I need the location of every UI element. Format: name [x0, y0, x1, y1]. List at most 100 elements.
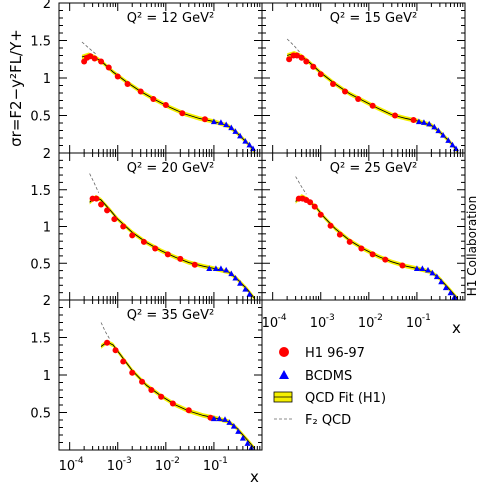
h1-point: [355, 96, 362, 102]
x-tick-label: 10 -3: [310, 313, 335, 331]
panel-q2-2: Q² = 15 GeV²: [261, 2, 466, 154]
bcdms-point: [440, 132, 447, 138]
h1-point: [293, 52, 300, 59]
x-tick-base: 10: [358, 316, 375, 331]
qcd-fit-line: [89, 196, 255, 299]
x-tick-exponent: -1: [219, 456, 228, 466]
y-tick-label: 2: [43, 147, 51, 162]
h1-point: [179, 110, 186, 117]
bcdms-point: [221, 416, 228, 422]
h1-point: [307, 199, 314, 206]
y-tick-label: 1.5: [30, 184, 51, 199]
x-tick-label: 10 -4: [262, 313, 287, 331]
h1-point: [158, 393, 165, 400]
x-axis-label-right: x: [452, 319, 461, 337]
h1-point: [185, 407, 192, 414]
bcdms-point: [242, 138, 249, 144]
panel-q2-3: Q² = 20 GeV² 0.5 1 1.5 2: [30, 147, 263, 301]
h1-point: [129, 232, 136, 239]
y-tick-label: 0.5: [30, 110, 51, 125]
f2-qcd-line: [295, 176, 307, 195]
y-tick-label: 2: [43, 294, 51, 309]
x-tick-base: 10: [406, 316, 423, 331]
panel-title: Q² = 12 GeV²: [127, 11, 214, 26]
legend-bcdms-label: BCDMS: [305, 369, 352, 384]
h1-point: [169, 400, 176, 407]
h1-point: [336, 231, 343, 238]
h1-point: [286, 56, 293, 63]
bcdms-point: [429, 269, 436, 276]
h1-point: [139, 378, 146, 385]
f2-qcd-line: [81, 41, 97, 55]
f2-qcd-line: [100, 322, 111, 340]
h1-point: [317, 211, 324, 218]
h1-point: [137, 88, 144, 95]
x-tick-exponent: -2: [171, 456, 180, 466]
bcdms-point: [217, 119, 224, 125]
bcdms-point: [413, 265, 420, 271]
x-tick-base: 10: [310, 316, 327, 331]
h1-point: [120, 223, 127, 230]
h1-point: [399, 262, 406, 269]
bcdms-point: [210, 415, 217, 422]
panel-title: Q² = 35 GeV²: [127, 308, 214, 323]
x-tick-exponent: -3: [123, 456, 132, 466]
h1-point: [129, 369, 136, 376]
f2-qcd-line: [89, 173, 99, 193]
plot-area: [89, 173, 255, 300]
h1-point: [152, 245, 159, 252]
qcd-fit-line: [295, 195, 458, 299]
bcdms-point: [232, 274, 239, 281]
bcdms-point: [433, 273, 440, 280]
bcdms-point: [449, 141, 456, 148]
bcdms-point: [228, 270, 235, 277]
h1-point: [342, 88, 349, 95]
bcdms-point: [426, 120, 433, 127]
h1-point: [310, 63, 317, 70]
h1-point: [311, 203, 318, 210]
legend: H1 96-97 BCDMS QCD Fit (H1) F₂ QCD: [273, 346, 386, 428]
h1-point: [177, 255, 184, 262]
h1-point: [369, 251, 376, 258]
x-tick-base: 10: [262, 316, 279, 331]
bcdms-point: [431, 123, 438, 130]
bcdms-point: [420, 119, 427, 125]
bcdms-point: [230, 423, 237, 429]
panel-q2-4: Q² = 25 GeV²: [261, 152, 466, 301]
h1-point: [150, 96, 157, 102]
bcdms-point: [244, 440, 251, 446]
qcd-fit-band: [101, 339, 255, 450]
h1-point: [114, 73, 121, 80]
y-axis-label: σr=F2−y²FL/Y+: [7, 29, 25, 147]
bcdms-point: [232, 128, 239, 134]
h1-point: [358, 245, 365, 252]
bcdms-point: [242, 285, 249, 292]
y-tick-label: 1: [43, 221, 51, 236]
bcdms-point: [212, 265, 219, 271]
h1-point: [98, 58, 105, 65]
bcdms-point: [246, 291, 253, 297]
bcdms-point: [223, 121, 230, 128]
x-tick-label: 10 -1: [203, 456, 228, 474]
bcdms-point: [419, 265, 426, 271]
y-tick-label: 0.5: [30, 407, 51, 422]
panel-q2-1: Q² = 12 GeV² 0.5 1 1.5 2: [30, 0, 263, 154]
h1-point: [164, 251, 171, 258]
x-tick-base: 10: [59, 459, 76, 474]
h1-point: [120, 358, 127, 365]
plot-area: [100, 322, 255, 450]
h1-point: [410, 117, 417, 123]
legend-fit-label: QCD Fit (H1): [305, 391, 386, 406]
x-tick-label: 10 -1: [406, 313, 431, 331]
bcdms-point: [226, 419, 233, 425]
panel-q2-5: Q² = 35 GeV² 0.5 1 1.5 2: [30, 294, 263, 451]
h1-point: [201, 116, 208, 123]
h1-point: [391, 112, 398, 119]
h1-point: [93, 195, 100, 202]
y-tick-label: 0.5: [30, 257, 51, 272]
x-tick-exponent: -3: [326, 313, 335, 323]
h1-point: [330, 81, 337, 87]
bcdms-point: [237, 132, 244, 139]
bcdms-point: [206, 265, 213, 271]
